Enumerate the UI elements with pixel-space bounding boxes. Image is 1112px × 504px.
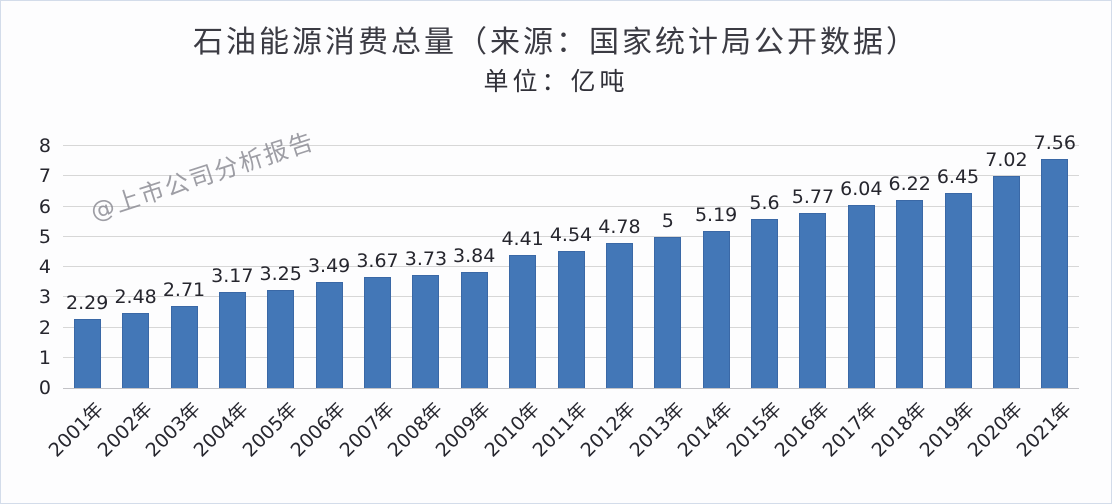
bar-value-label: 7.02 [985,149,1028,171]
bar-value-label: 3.17 [211,265,254,287]
y-axis-tick-label: 0 [38,377,51,399]
bar-value-label: 2.71 [162,279,206,301]
bar [751,219,778,388]
y-axis-tick-label: 3 [38,286,51,309]
gridline [63,175,1079,177]
bar [896,200,924,388]
y-axis-tick-label: 4 [38,256,51,278]
gridline [63,145,1079,146]
bar-value-label: 2.48 [114,286,157,308]
bar [799,213,827,388]
y-axis-tick-label: 8 [38,135,51,157]
bar-value-label: 5 [661,210,674,232]
bar [605,243,633,388]
bar [557,251,585,388]
bar-value-label: 3.25 [259,263,302,285]
y-axis-tick-label: 2 [38,316,51,339]
bar-value-label: 5.6 [749,192,780,214]
bar-value-label: 4.54 [549,224,593,246]
bar-value-label: 6.04 [840,178,883,200]
y-axis-tick-label: 5 [38,225,51,248]
bar-value-label: 3.67 [356,250,399,272]
bar [73,319,101,388]
bar [509,255,537,388]
bar-value-label: 3.49 [307,255,351,277]
bar-value-label: 3.73 [404,248,448,270]
bar-value-label: 5.77 [791,186,835,208]
bar [944,193,972,388]
bar [1041,159,1069,388]
chart-title: 石油能源消费总量（来源：国家统计局公开数据） [193,25,919,60]
gridline [63,205,1079,207]
bar [218,292,246,388]
bar [170,306,198,388]
bar-value-label: 7.56 [1033,132,1076,154]
plot-area: 2.29 2.48 2.71 3.17 3.25 3.49 3.67 3.73 3.84 4.41… [63,132,1079,389]
bar-value-label: 3.84 [453,245,496,267]
bar [122,313,150,388]
bar [267,290,295,388]
bar-value-label: 5.19 [694,204,738,226]
bar-value-label: 6.22 [888,173,931,195]
bar [654,237,682,388]
bar [412,275,440,388]
y-axis-tick-label: 1 [38,346,51,369]
y-axis-tick-label: 6 [38,195,51,218]
y-axis-tick-label: 7 [38,165,51,188]
bar [364,277,391,388]
bar [992,176,1020,388]
bar [315,282,343,388]
bar [702,231,730,388]
gridline [63,235,1079,237]
bar [847,205,875,388]
x-axis-line [63,388,1079,389]
chart-subtitle: 单位：亿吨 [483,67,629,96]
bar [460,272,488,388]
bar-value-label: 4.41 [501,228,544,250]
bar-value-label: 6.45 [936,166,980,188]
bar-value-label: 2.29 [66,292,109,314]
bar-value-label: 4.78 [598,216,641,238]
